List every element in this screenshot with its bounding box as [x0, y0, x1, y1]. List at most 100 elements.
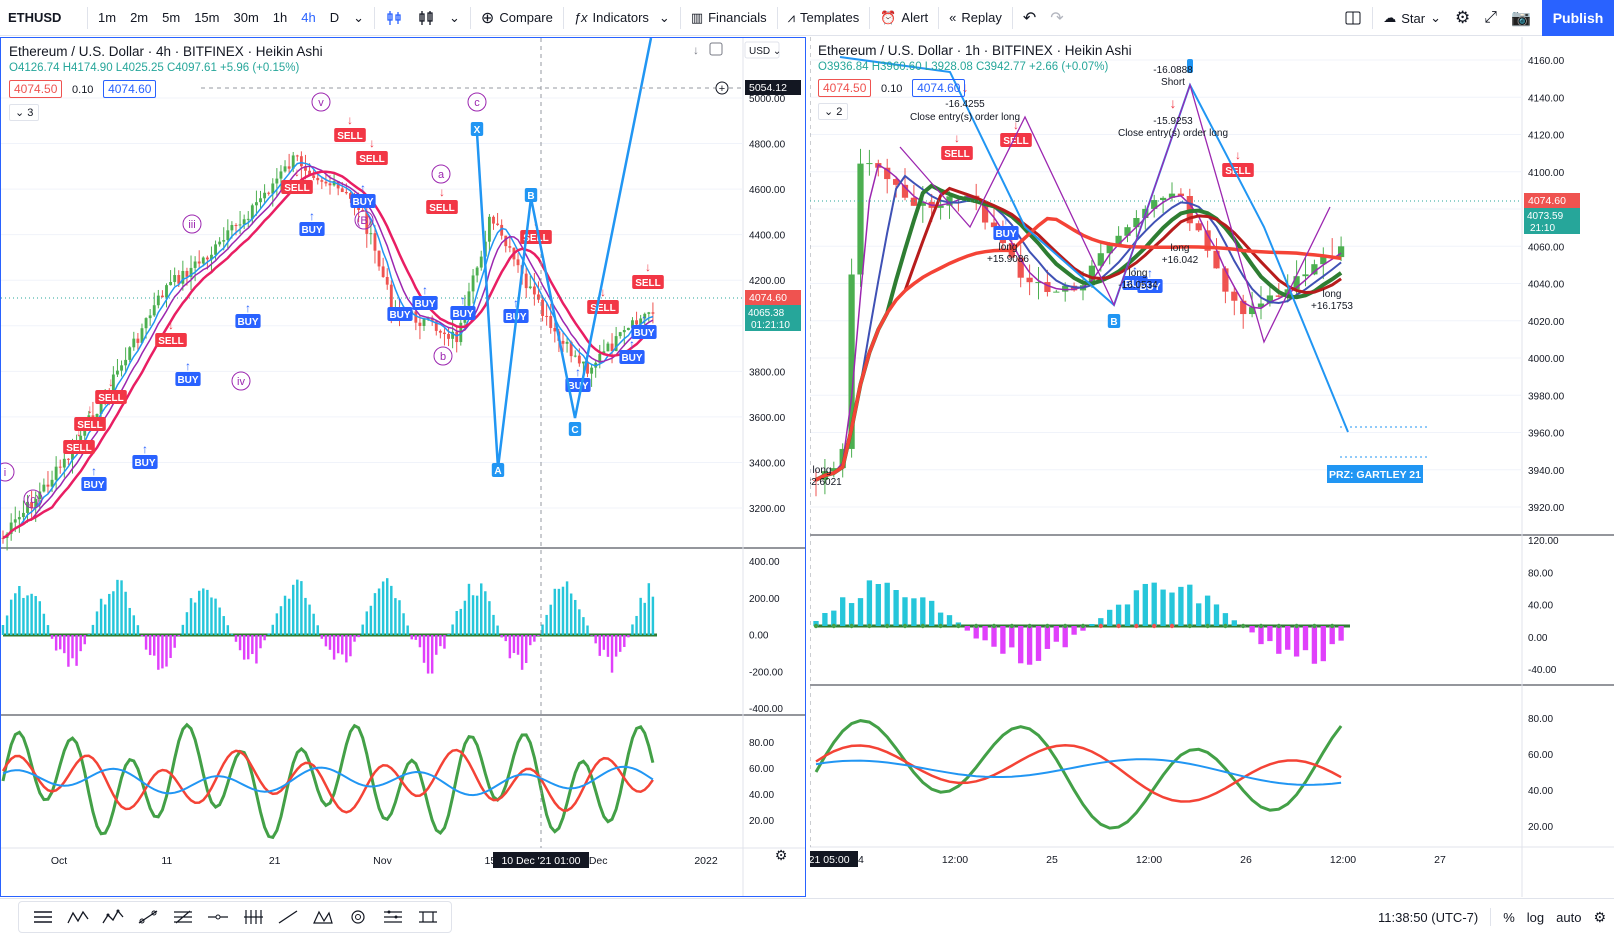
rsi-tick: 60.00	[1528, 750, 1553, 761]
financials-button[interactable]: ▥ Financials	[690, 9, 767, 26]
candle	[26, 501, 29, 513]
auto-button[interactable]: auto	[1556, 909, 1582, 925]
pattern-icon[interactable]	[305, 903, 340, 931]
symbol-search[interactable]: ETHUSD	[8, 10, 62, 25]
candle	[128, 347, 132, 360]
candle	[1035, 282, 1042, 284]
candle	[549, 315, 553, 328]
interval-15m[interactable]: 15m	[194, 10, 220, 25]
right-ohlc: O3936.84 H3960.60 L3928.08 C3942.77 +2.6…	[818, 61, 1109, 73]
menu-icon[interactable]	[25, 903, 60, 931]
alert-button[interactable]: ⏰ Alert	[880, 9, 929, 26]
interval-5m[interactable]: 5m	[162, 10, 181, 25]
measure-icon[interactable]	[410, 903, 445, 931]
settings-icon[interactable]: ⚙	[1593, 908, 1606, 925]
candle	[1097, 253, 1104, 266]
candle	[602, 351, 606, 354]
candle	[234, 225, 238, 227]
publish-button[interactable]: Publish	[1542, 0, 1614, 36]
star-button[interactable]: ☁ Star ⌄	[1383, 10, 1442, 26]
macd-dot	[1009, 623, 1014, 629]
sell-price-button[interactable]: 4074.50	[9, 80, 63, 98]
buy-arrow: ↑	[185, 359, 191, 373]
left-chart-canvas[interactable]: 5000.004800.004600.004400.004200.004000.…	[1, 38, 806, 897]
buy-signal: BUY	[134, 458, 155, 469]
cycle-icon[interactable]	[340, 903, 375, 931]
chevron-down-icon[interactable]: ⌄	[353, 9, 365, 25]
candle	[185, 270, 189, 277]
macd-dot	[1098, 623, 1103, 629]
sell-signal-bg	[281, 180, 313, 194]
candle	[201, 257, 205, 264]
candle	[177, 275, 181, 284]
candles-icon[interactable]	[410, 0, 442, 36]
macd-tick: 0.00	[749, 631, 769, 642]
interval-4h[interactable]: 4h	[301, 10, 316, 25]
sell-signal: SELL	[590, 303, 616, 314]
right-chart-pane[interactable]: Ethereum / U.S. Dollar · 1h · BITFINEX ·…	[810, 37, 1614, 897]
trend-line-icon[interactable]	[130, 903, 165, 931]
ray-icon[interactable]	[270, 903, 305, 931]
interval-30m[interactable]: 30m	[233, 10, 259, 25]
sell-signal-bg	[63, 440, 95, 454]
chevron-down-icon[interactable]: ⌄	[449, 9, 460, 25]
price-tick: 4100.00	[1528, 168, 1565, 179]
interval-1h[interactable]: 1h	[272, 10, 288, 25]
rsi-tick: 40.00	[1528, 786, 1553, 797]
compare-button[interactable]: ⊕ Compare	[480, 9, 553, 27]
time-tick: Dec	[589, 855, 608, 867]
wave-icon[interactable]	[95, 903, 130, 931]
buy-price-button[interactable]: 4074.60	[103, 80, 157, 98]
undo-icon[interactable]: ↶	[1022, 9, 1037, 27]
candle	[312, 175, 316, 178]
right-chart-canvas[interactable]: 4160.004140.004120.004100.004080.004060.…	[810, 37, 1614, 897]
sell-price-button[interactable]: 4074.50	[818, 79, 872, 97]
candle	[573, 355, 577, 357]
gear-icon[interactable]: ⚙	[1455, 8, 1471, 27]
left-chart-pane[interactable]: Ethereum / U.S. Dollar · 4h · BITFINEX ·…	[0, 37, 806, 897]
sell-signal: SELL	[523, 233, 549, 244]
percent-button[interactable]: %	[1503, 909, 1515, 925]
log-button[interactable]: log	[1526, 909, 1545, 925]
buy-price-button[interactable]: 4074.60	[912, 79, 966, 97]
plus-icon: +	[719, 83, 725, 95]
candle	[537, 294, 540, 300]
text-icon[interactable]	[375, 903, 410, 931]
price-tick: 4200.00	[749, 276, 786, 287]
wave-circle	[467, 92, 487, 112]
buy-arrow: ↑	[142, 442, 148, 456]
redo-icon[interactable]: ↷	[1050, 9, 1064, 27]
interval-d[interactable]: D	[329, 10, 340, 25]
interval-1m[interactable]: 1m	[98, 10, 117, 25]
bar-style-icon[interactable]	[378, 0, 410, 36]
buy-signal-bg	[299, 222, 325, 236]
fullscreen-icon[interactable]: ⤢	[1484, 9, 1498, 26]
camera-icon[interactable]: 📷	[1511, 10, 1531, 27]
templates-button[interactable]: ⩘ Templates	[787, 9, 860, 26]
sell-signal-bg	[74, 417, 106, 431]
ma-green	[815, 183, 1343, 482]
fib-icon[interactable]	[165, 903, 200, 931]
buy-arrow: ↑	[91, 464, 97, 478]
candle	[189, 267, 193, 277]
sell-signal-bg	[520, 230, 552, 244]
candle	[471, 275, 475, 292]
buy-arrow: ↑	[360, 181, 366, 195]
layout-icon[interactable]	[1337, 0, 1369, 36]
horizontal-line-icon[interactable]	[200, 903, 235, 931]
zigzag-icon[interactable]	[60, 903, 95, 931]
time-tick: 12:00	[1136, 854, 1162, 866]
indicators-collapse[interactable]: ⌄ 3	[9, 104, 40, 121]
vertical-lines-icon[interactable]	[235, 903, 270, 931]
indicators-button[interactable]: ƒx Indicators ⌄	[573, 9, 670, 26]
candle	[1257, 303, 1265, 308]
pattern-point-x: X	[474, 125, 481, 136]
candle	[577, 355, 581, 364]
price-tick: 3200.00	[749, 504, 786, 515]
indicators-collapse[interactable]: ⌄ 2	[818, 103, 849, 120]
candle	[1106, 244, 1113, 254]
replay-button[interactable]: «Replay	[949, 10, 1002, 25]
candle	[120, 365, 123, 371]
candle	[1266, 295, 1274, 304]
interval-2m[interactable]: 2m	[130, 10, 149, 25]
